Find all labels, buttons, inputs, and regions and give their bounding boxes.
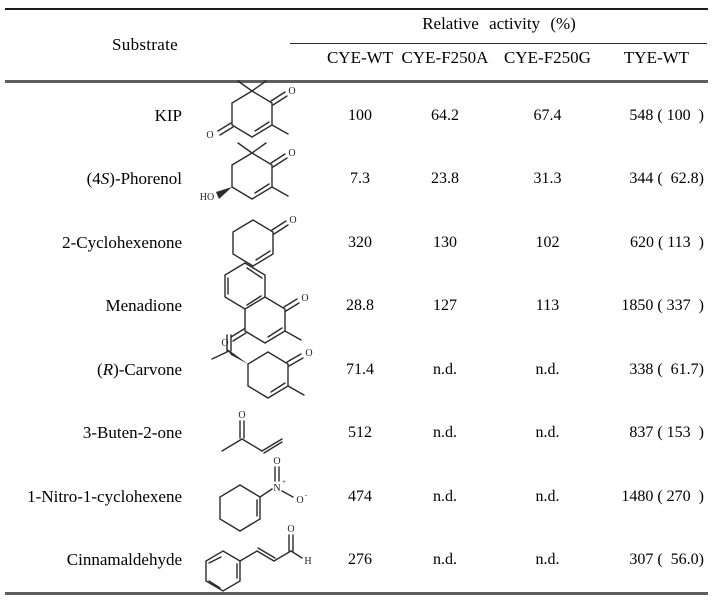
value-tye-wt: 1850 ( 337 ) (621, 297, 704, 315)
table-row-cyclohexenone: 2-Cyclohexenone O 320 130 102 620 ( 113 … (0, 211, 713, 275)
substrate-column-header: Substrate (112, 35, 178, 54)
structure-cell: O O (190, 80, 325, 152)
value-cye-f250a: 130 (433, 233, 457, 251)
value-cye-f250a: 64.2 (431, 106, 459, 124)
substrate-name: Menadione (105, 296, 182, 316)
ketoisophorone-structure: O O (206, 80, 296, 141)
value-cye-f250g: n.d. (535, 487, 560, 505)
value-cye-wt: 71.4 (346, 360, 374, 378)
structure-cell: O O (190, 259, 325, 353)
value-cye-f250g: n.d. (535, 424, 560, 442)
value-tye-wt: 548 ( 100 ) (629, 106, 704, 124)
value-cye-wt: 474 (348, 487, 372, 505)
header-separator-line (5, 80, 708, 83)
value-tye-wt: 837 ( 153 ) (629, 424, 704, 442)
table-row-cinnamaldehyde: Cinnamaldehyde O H 276 (0, 524, 713, 593)
value-cye-wt: 512 (348, 424, 372, 442)
oxygen-label: O (289, 215, 296, 226)
value-tye-wt: 307 ( 56.0) (629, 551, 704, 569)
value-cye-wt: 28.8 (346, 297, 374, 315)
bottom-border-line (5, 592, 708, 595)
oxygen-label: O (288, 86, 295, 97)
phorenol-structure: O HO (200, 142, 296, 203)
value-cye-f250a: n.d. (433, 424, 457, 442)
value-tye-wt: 620 ( 113 ) (629, 233, 704, 251)
value-tye-wt: 344 ( 62.8) (629, 170, 704, 188)
substrate-name: Cinnamaldehyde (66, 550, 182, 570)
value-cye-f250a: 127 (433, 297, 457, 315)
substrate-name: KIP (154, 105, 182, 125)
structure-cell: O HO (190, 142, 325, 216)
wedge-bond (225, 347, 248, 364)
substrate-name: 2-Cyclohexenone (62, 232, 182, 252)
substrate-name: 3-Buten-2-one (82, 423, 182, 443)
top-border-line (5, 8, 708, 10)
column-header-cye-f250a: CYE-F250A (401, 48, 489, 67)
table-row-carvone: (R)-Carvone O 71.4 n.d. n.d. (0, 334, 713, 402)
table-row-nitrocyclohexene: 1-Nitro-1-cyclohexene N + O O - (0, 456, 713, 532)
column-header-cye-f250g: CYE-F250G (504, 48, 591, 67)
value-cye-f250a: n.d. (433, 360, 457, 378)
value-cye-f250g: 102 (535, 233, 560, 251)
plus-charge-label: + (282, 478, 286, 486)
value-cye-f250a: n.d. (433, 487, 457, 505)
structure-cell: O (190, 332, 325, 408)
table-row-kip: KIP O O 100 64.2 67.4 54 (0, 80, 713, 148)
value-cye-wt: 276 (348, 551, 372, 569)
column-header-cye-wt: CYE-WT (326, 48, 394, 67)
oxygen-label: O (296, 495, 303, 506)
oxygen-label: O (301, 293, 308, 304)
butenone-structure: O (220, 410, 283, 454)
cyclohexenone-structure: O (231, 215, 296, 267)
structure-cell: O H (190, 517, 325, 603)
carvone-structure: O (210, 334, 312, 399)
oxygen-label: O (287, 524, 294, 535)
value-cye-f250a: n.d. (433, 551, 457, 569)
oxygen-label: O (305, 348, 312, 359)
wedge-bond (216, 187, 232, 200)
table-row-menadione: Menadione O O 28.8 127 (0, 262, 713, 349)
minus-charge-label: - (304, 491, 307, 499)
oxygen-label: O (273, 456, 280, 467)
value-cye-f250a: 23.8 (431, 170, 459, 188)
column-header-tye-wt: TYE-WT (623, 48, 690, 67)
hydroxyl-label: HO (200, 192, 214, 203)
value-cye-f250g: 67.4 (533, 106, 562, 124)
substrate-name: (R)-Carvone (97, 359, 182, 379)
hydrogen-label: H (304, 556, 311, 567)
structure-cell: O (190, 212, 325, 274)
nitrocyclohexene-structure: N + O O - (218, 456, 307, 532)
value-cye-f250g: n.d. (535, 360, 560, 378)
value-cye-wt: 7.3 (350, 170, 370, 188)
value-cye-f250g: 31.3 (533, 170, 562, 188)
nitrogen-label: N (273, 483, 280, 494)
value-cye-wt: 100 (348, 106, 372, 124)
table-row-butenone: 3-Buten-2-one O 512 n.d. n.d. 837 ( 153 … (0, 402, 713, 466)
substrate-name: 1-Nitro-1-cyclohexene (27, 486, 182, 506)
oxygen-label: O (288, 148, 295, 159)
structure-cell: O (190, 405, 325, 461)
substrate-name: (4S)-Phorenol (86, 169, 182, 189)
structure-cell: N + O O - (190, 453, 325, 541)
value-cye-wt: 320 (348, 233, 372, 251)
enzyme-column-headers: CYE-WT CYE-F250A CYE-F250G TYE-WT (290, 48, 713, 68)
table-body: KIP O O 100 64.2 67.4 54 (0, 80, 713, 593)
oxygen-label: O (221, 338, 228, 349)
menadione-structure: O O (221, 262, 309, 349)
cinnamaldehyde-structure: O H (205, 524, 312, 593)
group-header-underline (290, 43, 707, 44)
value-cye-f250g: n.d. (535, 551, 560, 569)
value-cye-f250g: 113 (535, 297, 560, 315)
relative-activity-group-header: Relative activity (%) (422, 14, 576, 33)
oxygen-label: O (206, 130, 213, 141)
oxygen-label: O (238, 410, 245, 421)
value-tye-wt: 338 ( 61.7) (629, 360, 704, 378)
table-row-phorenol: (4S)-Phorenol O HO 7.3 23.8 31.3 (0, 142, 713, 212)
value-tye-wt: 1480 ( 270 ) (621, 487, 704, 505)
